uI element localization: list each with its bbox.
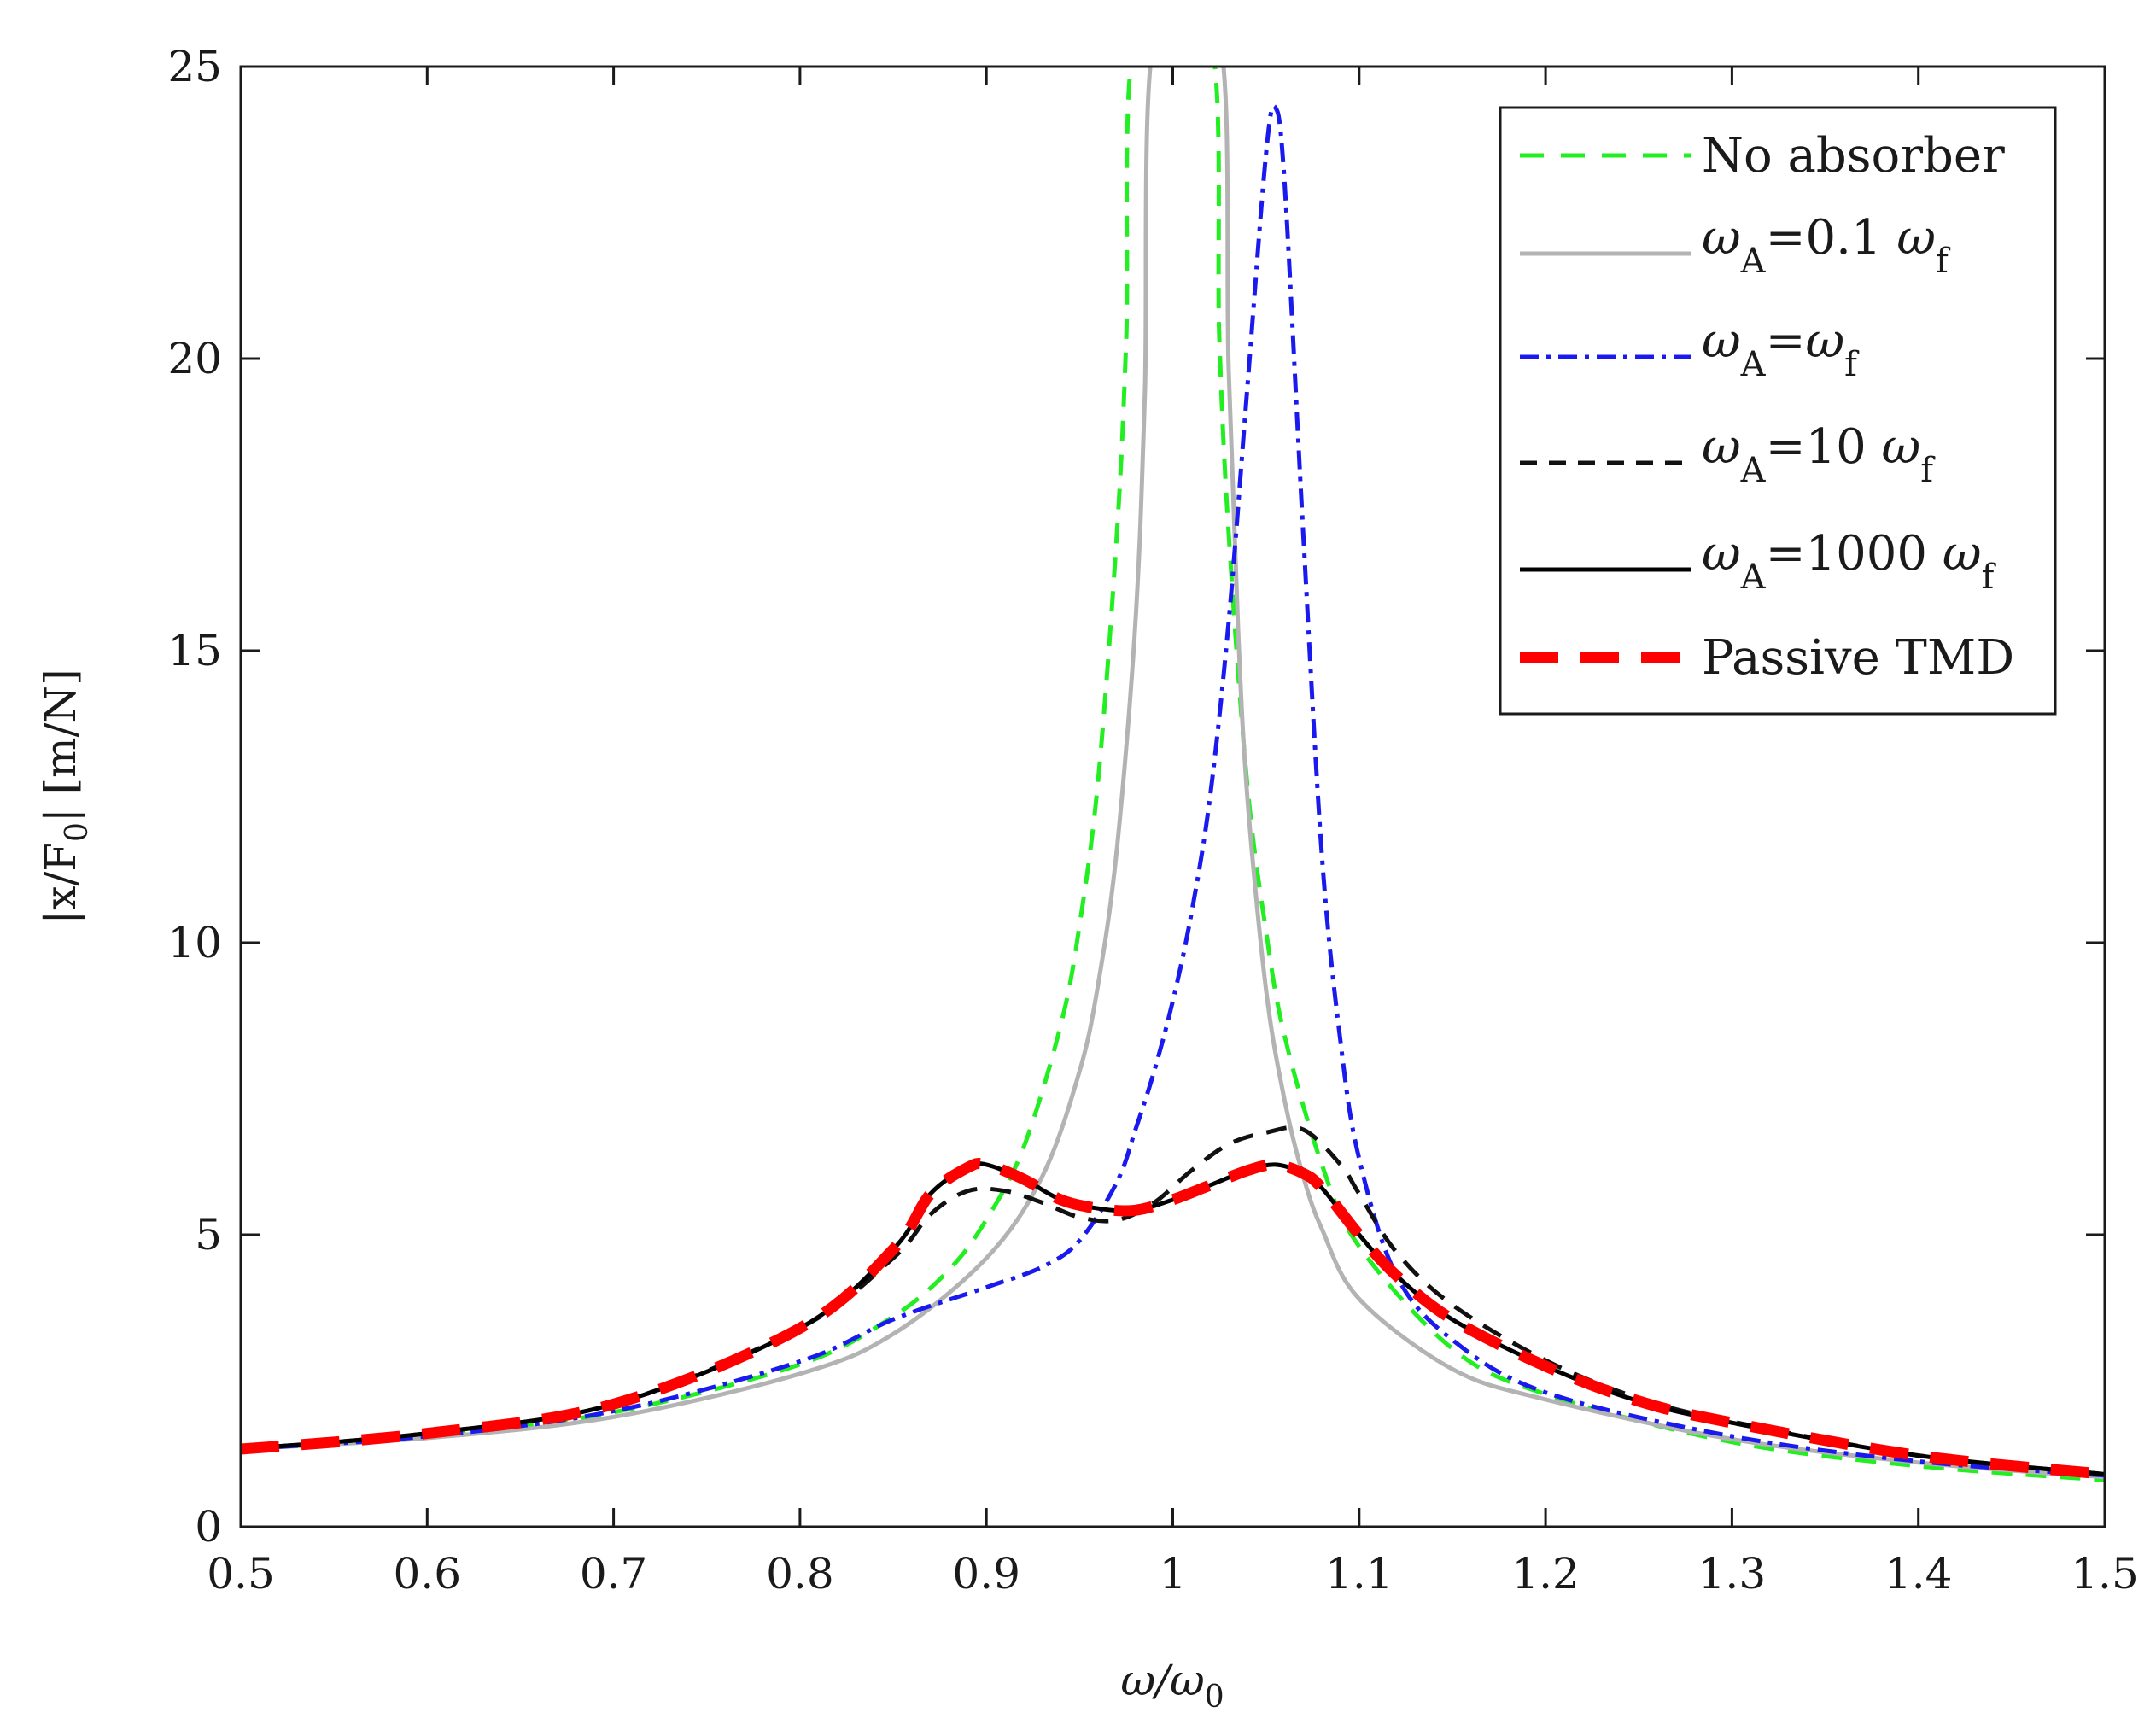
legend-label-no-absorber: No absorber [1702,128,2005,184]
x-tick-label-0.9: 0.9 [952,1549,1020,1598]
series-line-a-f [241,103,2105,1478]
x-tick-label-1: 1 [1160,1549,1187,1598]
series-layer [241,67,2105,1482]
y-tick-label-5: 5 [195,1210,222,1260]
y-axis-label: |x/F0| [m/N] [36,669,95,924]
legend-entry-wa-10-wf: ωA=10 ωf [1520,419,1936,490]
y-tick-label-25: 25 [167,42,222,91]
y-tick-label-15: 15 [167,626,222,675]
x-tick-label-1.4: 1.4 [1884,1549,1953,1598]
axis-ticks: 0.5 0.6 0.7 0.8 0.9 1 1.1 1.2 1.3 1.4 1.5 0 5 10 15 20 2… [167,42,2138,1598]
legend-label-passive-tmd: Passive TMD [1702,630,2014,686]
legend-entry-wa-0.1-wf: ωA=0.1 ωf [1520,210,1951,281]
x-tick-label-0.6: 0.6 [394,1549,462,1598]
series-line-a-0.1-f [241,67,2105,1480]
series-line-passive-tmd [241,1157,2105,1480]
legend-label-wa-1000-wf: ωA=1000 ωf [1702,526,1996,597]
legend-box [1499,106,2057,716]
series-line-no-absorber [241,67,2105,1482]
y-tick-label-20: 20 [167,334,222,383]
legend-label-wa-10-wf: ωA=10 ωf [1702,419,1936,490]
legend-label-wa-0.1-wf: ωA=0.1 ωf [1702,210,1951,281]
y-tick-label-0: 0 [195,1502,222,1552]
legend-label-wa-wf: ωA=ωf [1702,313,1860,384]
legend-entry-passive-tmd: Passive TMD [1520,630,2014,686]
x-tick-label-0.8: 0.8 [766,1549,834,1598]
legend: No absorber ωA=0.1 ωf ωA=ωf ωA=10 ωf ωA=… [1499,106,2057,716]
x-axis-label: ω/ω0 [1120,1656,1224,1715]
x-tick-label-1.2: 1.2 [1511,1549,1580,1598]
x-tick-label-1.5: 1.5 [2071,1549,2139,1598]
legend-entry-wa-wf: ωA=ωf [1520,313,1860,384]
y-tick-label-10: 10 [167,918,222,967]
legend-entry-wa-1000-wf: ωA=1000 ωf [1520,526,1996,597]
x-tick-label-1.3: 1.3 [1698,1549,1767,1598]
x-tick-label-0.7: 0.7 [580,1549,648,1598]
legend-entry-no-absorber: No absorber [1520,128,2005,184]
x-tick-label-1.1: 1.1 [1325,1549,1394,1598]
x-tick-label-0.5: 0.5 [207,1549,275,1598]
